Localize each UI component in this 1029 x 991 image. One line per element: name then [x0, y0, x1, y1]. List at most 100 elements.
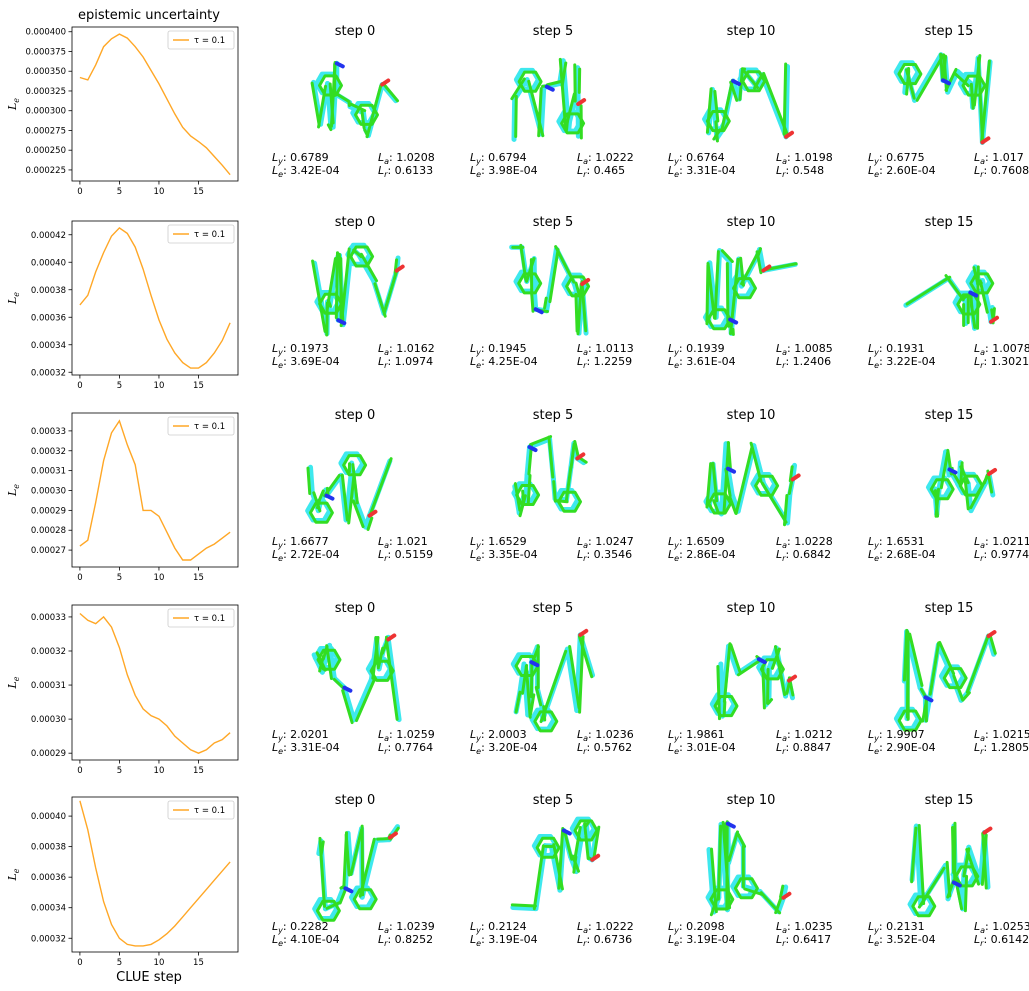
- x-tick-label: 10: [154, 187, 165, 197]
- step-title: step 0: [295, 215, 415, 230]
- data-point: [111, 627, 112, 628]
- stat-lr: Lr: 0.5159: [378, 548, 433, 565]
- y-tick-label: 0.00040: [31, 258, 66, 268]
- data-point: [127, 444, 128, 445]
- y-axis-label-sub: e: [12, 868, 21, 873]
- data-point: [95, 64, 96, 65]
- data-point: [103, 460, 104, 461]
- y-tick-label: 0.00036: [31, 873, 66, 883]
- stat-lr: Lr: 0.6842: [776, 548, 831, 565]
- data-point: [166, 532, 167, 533]
- step-title: step 15: [889, 793, 1009, 808]
- stat-le: Le: 2.86E-04: [668, 548, 736, 565]
- data-point: [158, 516, 159, 517]
- data-point: [135, 945, 136, 946]
- stat-le: Le: 3.52E-04: [868, 933, 936, 950]
- stat-lr: Lr: 1.2406: [776, 355, 831, 372]
- data-point: [135, 464, 136, 465]
- data-point: [229, 732, 230, 733]
- y-tick-label: 0.00040: [31, 812, 66, 822]
- y-tick-label: 0.00031: [31, 467, 66, 477]
- data-point: [87, 829, 88, 830]
- step-title: step 0: [295, 793, 415, 808]
- stat-lr: Lr: 0.9774: [974, 548, 1029, 565]
- y-tick-label: 0.000325: [25, 87, 66, 97]
- x-tick-label: 5: [117, 187, 122, 197]
- stat-le: Le: 3.19E-04: [668, 933, 736, 950]
- data-point: [79, 546, 80, 547]
- step-title: step 5: [493, 408, 613, 423]
- data-point: [190, 559, 191, 560]
- stat-lr: Lr: 1.2805: [974, 741, 1029, 758]
- y-tick-label: 0.000375: [25, 47, 66, 57]
- data-point: [198, 141, 199, 142]
- data-point: [190, 368, 191, 369]
- axes-frame: [72, 221, 238, 375]
- data-point: [206, 749, 207, 750]
- stat-le: Le: 3.31E-04: [272, 741, 340, 758]
- x-tick-label: 0: [77, 187, 82, 197]
- data-point: [95, 867, 96, 868]
- y-axis-label: Le: [6, 292, 21, 305]
- x-tick-label: 15: [193, 381, 204, 391]
- data-point: [79, 304, 80, 305]
- stat-lr: Lr: 0.6417: [776, 933, 831, 950]
- data-point: [182, 127, 183, 128]
- y-tick-label: 0.00038: [31, 843, 66, 853]
- y-tick-label: 0.00028: [31, 526, 66, 536]
- step-title: step 15: [889, 215, 1009, 230]
- data-point: [119, 938, 120, 939]
- stat-lr: Lr: 0.6133: [378, 164, 433, 181]
- stat-lr: Lr: 0.8847: [776, 741, 831, 758]
- data-point: [229, 532, 230, 533]
- y-tick-label: 0.000350: [25, 67, 66, 77]
- y-tick-label: 0.00029: [31, 749, 66, 759]
- stat-lr: Lr: 0.7608: [974, 164, 1029, 181]
- data-point: [222, 538, 223, 539]
- y-tick-label: 0.00033: [31, 613, 66, 623]
- series-line: [80, 34, 230, 175]
- data-point: [119, 227, 120, 228]
- data-point: [119, 647, 120, 648]
- y-tick-label: 0.000250: [25, 146, 66, 156]
- stat-lr: Lr: 0.6142: [974, 933, 1029, 950]
- y-tick-label: 0.00030: [31, 715, 66, 725]
- step-title: step 10: [691, 24, 811, 39]
- step-title: step 15: [889, 408, 1009, 423]
- data-point: [150, 944, 151, 945]
- x-tick-label: 15: [193, 187, 204, 197]
- stat-le: Le: 2.68E-04: [868, 548, 936, 565]
- chart-4: 0.00032 0.00034 0.00036 0.00038 0.00040 0 5 10 1…: [6, 797, 238, 968]
- x-tick-label: 10: [154, 958, 165, 968]
- data-point: [119, 34, 120, 35]
- step-title: step 0: [295, 408, 415, 423]
- stat-le: Le: 3.69E-04: [272, 355, 340, 372]
- y-tick-label: 0.00036: [31, 313, 66, 323]
- y-axis-label: Le: [6, 98, 21, 111]
- data-point: [182, 559, 183, 560]
- data-point: [103, 901, 104, 902]
- data-point: [214, 880, 215, 881]
- y-axis-label-sub: e: [12, 98, 21, 103]
- data-point: [143, 510, 144, 511]
- stat-le: Le: 3.20E-04: [470, 741, 538, 758]
- data-point: [127, 37, 128, 38]
- data-point: [150, 510, 151, 511]
- data-point: [143, 56, 144, 57]
- y-tick-label: 0.00027: [31, 546, 66, 556]
- data-point: [214, 352, 215, 353]
- data-point: [87, 295, 88, 296]
- y-tick-label: 0.000300: [25, 107, 66, 117]
- data-point: [214, 156, 215, 157]
- stat-le: Le: 3.19E-04: [470, 933, 538, 950]
- data-point: [222, 340, 223, 341]
- stat-lr: Lr: 0.3546: [577, 548, 632, 565]
- y-tick-label: 0.00032: [31, 368, 66, 378]
- y-axis-label: Le: [6, 484, 21, 497]
- stat-le: Le: 2.60E-04: [868, 164, 936, 181]
- data-point: [111, 236, 112, 237]
- stat-le: Le: 3.98E-04: [470, 164, 538, 181]
- y-axis-label-sub: e: [12, 676, 21, 681]
- x-tick-label: 5: [117, 958, 122, 968]
- stat-lr: Lr: 0.8252: [378, 933, 433, 950]
